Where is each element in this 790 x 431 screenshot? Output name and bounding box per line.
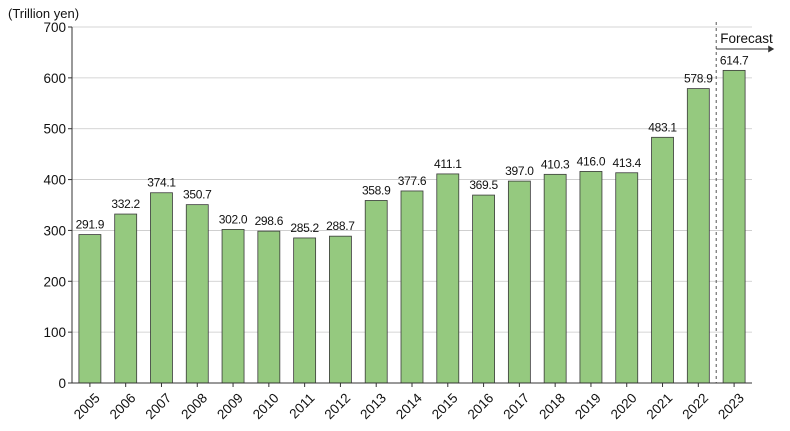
data-label-2017: 397.0 — [505, 164, 534, 178]
y-tick-label: 0 — [58, 376, 66, 391]
data-label-2018: 410.3 — [541, 157, 570, 171]
data-label-2014: 377.6 — [398, 174, 427, 188]
data-label-2021: 483.1 — [648, 120, 677, 134]
x-tick-label: 2011 — [286, 390, 317, 421]
data-label-2022: 578.9 — [684, 72, 713, 86]
x-tick-label: 2015 — [429, 390, 461, 422]
bar-2013 — [364, 200, 388, 384]
x-axis-ticks: 2005 2006 2007 2008 2009 2010 2011 2012 2013 2014… — [71, 383, 747, 422]
data-label-2012: 288.7 — [326, 219, 355, 233]
data-label-2023: 614.7 — [720, 53, 749, 67]
y-tick-label: 700 — [43, 20, 66, 35]
data-labels: 291.9 332.2 374.1 350.7 302.0 298.6 285.2 288.7… — [76, 53, 750, 235]
y-axis-unit-label: (Trillion yen) — [8, 6, 79, 21]
data-label-2007: 374.1 — [147, 176, 176, 190]
data-label-2019: 416.0 — [577, 154, 606, 168]
x-tick-label: 2013 — [357, 390, 389, 422]
x-tick-label: 2018 — [536, 390, 568, 422]
bar-2006 — [114, 213, 138, 384]
data-label-2008: 350.7 — [183, 188, 212, 202]
x-tick-label: 2020 — [608, 390, 640, 422]
data-label-2005: 291.9 — [76, 218, 105, 232]
bar-2011 — [293, 237, 317, 384]
bar-2022 — [686, 88, 710, 384]
x-tick-label: 2019 — [572, 390, 604, 422]
bar-2005 — [78, 234, 102, 384]
bar-2017 — [507, 180, 531, 384]
bar-2014 — [400, 190, 424, 384]
bar-2019 — [579, 171, 603, 384]
data-label-2020: 413.4 — [612, 156, 641, 170]
bar-2012 — [329, 235, 352, 384]
forecast-label: Forecast — [720, 31, 773, 46]
bar-2018 — [543, 173, 567, 384]
x-tick-label: 2008 — [178, 390, 210, 422]
bar-2008 — [185, 204, 209, 384]
data-label-2009: 302.0 — [219, 212, 248, 226]
y-tick-label: 300 — [43, 223, 66, 238]
data-label-2011: 285.2 — [290, 221, 319, 235]
bar-2009 — [221, 229, 245, 384]
data-label-2006: 332.2 — [111, 197, 140, 211]
x-tick-label: 2017 — [500, 390, 532, 422]
x-tick-label: 2005 — [71, 390, 103, 422]
bar-2007 — [150, 192, 173, 384]
x-tick-label: 2006 — [107, 390, 139, 422]
data-label-2010: 298.6 — [255, 214, 284, 228]
x-tick-label: 2007 — [143, 390, 175, 422]
bar-2010 — [257, 230, 281, 384]
x-tick-label: 2021 — [644, 390, 676, 422]
bar-2021 — [651, 136, 674, 384]
bar-2016 — [472, 194, 495, 384]
forecast-marker: Forecast — [715, 22, 775, 383]
x-tick-label: 2010 — [250, 390, 282, 422]
y-tick-label: 600 — [43, 71, 66, 86]
y-axis-ticks: 0 100 200 300 400 500 600 700 — [43, 20, 72, 391]
bar-2015 — [436, 173, 460, 384]
x-tick-label: 2012 — [321, 390, 353, 422]
bars — [78, 69, 746, 384]
x-tick-label: 2009 — [214, 390, 246, 422]
y-tick-label: 200 — [43, 274, 66, 289]
y-tick-label: 100 — [43, 325, 66, 340]
bar-2023 — [722, 69, 746, 384]
data-label-2015: 411.1 — [434, 157, 462, 171]
x-tick-label: 2016 — [465, 390, 497, 422]
x-tick-label: 2014 — [393, 390, 425, 422]
bar-2020 — [615, 172, 639, 384]
y-tick-label: 500 — [43, 122, 66, 137]
forecast-arrow-head — [768, 45, 775, 53]
x-tick-label: 2022 — [679, 390, 711, 422]
x-tick-label: 2023 — [715, 390, 747, 422]
y-tick-label: 400 — [43, 173, 66, 188]
data-label-2016: 369.5 — [469, 178, 498, 192]
data-label-2013: 358.9 — [362, 183, 391, 197]
